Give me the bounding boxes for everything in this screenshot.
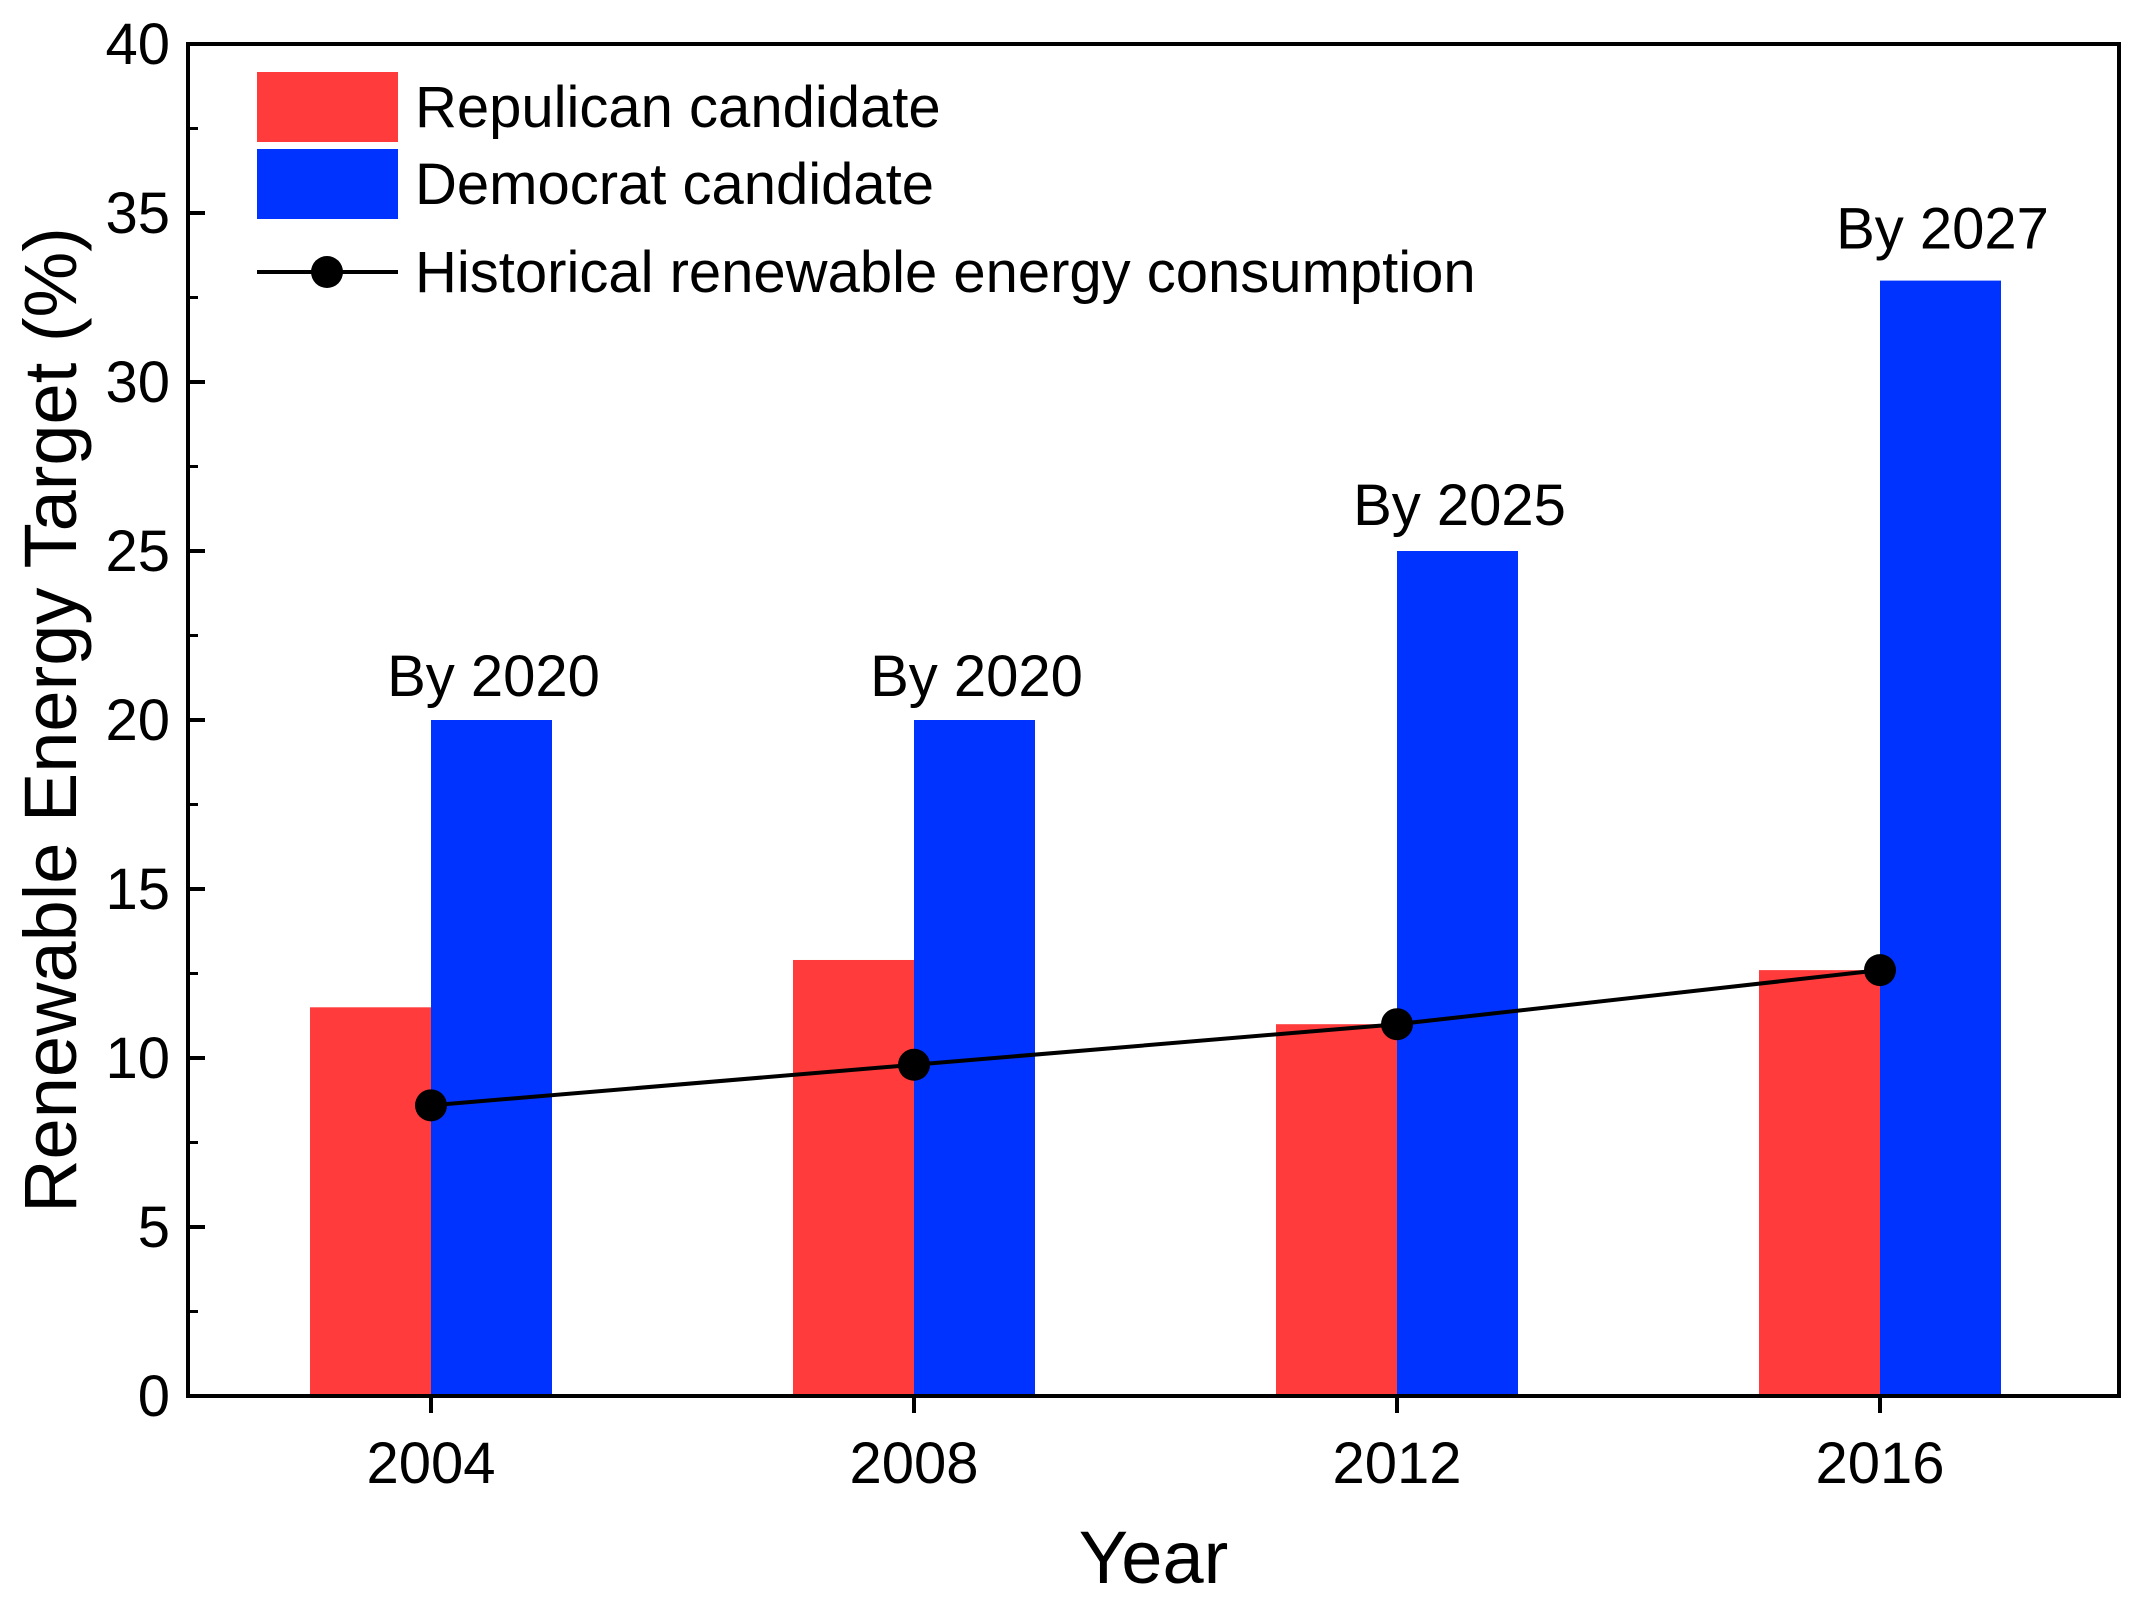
legend-label-1: Democrat candidate bbox=[415, 152, 934, 217]
bar-republican-2004 bbox=[310, 1007, 431, 1396]
x-axis: 2004 2008 2012 2016 bbox=[366, 1396, 1945, 1496]
x-axis-title: Year bbox=[1079, 1516, 1229, 1599]
bar-republican-2016 bbox=[1759, 970, 1880, 1396]
annotation-2004: By 2020 bbox=[387, 644, 600, 709]
bar-democrat-2004 bbox=[431, 720, 552, 1396]
history-point-2008 bbox=[898, 1048, 930, 1081]
bars-layer bbox=[310, 280, 2001, 1397]
y-tick-label: 25 bbox=[105, 519, 170, 584]
bar-republican-2008 bbox=[793, 959, 914, 1396]
x-tick-label-2008: 2008 bbox=[849, 1431, 978, 1496]
y-axis: 0 5 10 15 20 25 30 35 40 bbox=[105, 12, 205, 1429]
legend-swatch-0 bbox=[257, 72, 398, 142]
x-tick-label-2012: 2012 bbox=[1332, 1431, 1461, 1496]
x-tick-label-2016: 2016 bbox=[1815, 1431, 1944, 1496]
y-tick-label: 30 bbox=[105, 350, 170, 415]
y-tick-label: 15 bbox=[105, 857, 170, 922]
bar-democrat-2016 bbox=[1880, 280, 2001, 1397]
annotation-2016: By 2027 bbox=[1836, 197, 2049, 262]
y-axis-title: Renewable Energy Target (%) bbox=[9, 227, 92, 1213]
history-line bbox=[430, 968, 1881, 1108]
y-tick-label: 40 bbox=[105, 12, 170, 77]
y-tick-label: 0 bbox=[138, 1364, 170, 1429]
legend-label-0: Repulican candidate bbox=[415, 75, 941, 140]
annotation-2008: By 2020 bbox=[870, 644, 1083, 709]
history-point-2004 bbox=[415, 1089, 447, 1122]
legend-label-2: Historical renewable energy consumption bbox=[415, 240, 1476, 305]
y-tick-label: 35 bbox=[105, 181, 170, 246]
legend-marker bbox=[311, 256, 343, 288]
y-tick-label: 10 bbox=[105, 1026, 170, 1091]
y-tick-label: 5 bbox=[138, 1195, 170, 1260]
legend-swatch-1 bbox=[257, 149, 398, 219]
history-point-2012 bbox=[1381, 1008, 1413, 1041]
legend: Repulican candidate Democrat candidate His… bbox=[257, 72, 1476, 305]
history-point-2016 bbox=[1864, 954, 1896, 987]
x-tick-label-2004: 2004 bbox=[366, 1431, 495, 1496]
history-line-layer bbox=[415, 954, 1896, 1122]
bar-democrat-2012 bbox=[1397, 551, 1518, 1396]
bar-republican-2012 bbox=[1276, 1024, 1397, 1396]
annotation-2012: By 2025 bbox=[1353, 473, 1566, 538]
y-tick-label: 20 bbox=[105, 688, 170, 753]
annotations-layer: By 2020 By 2020 By 2025 By 2027 bbox=[387, 197, 2049, 709]
